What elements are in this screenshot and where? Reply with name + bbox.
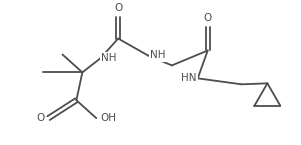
Text: O: O — [114, 3, 122, 13]
Text: OH: OH — [100, 113, 116, 123]
Text: NH: NH — [101, 54, 117, 64]
Text: HN: HN — [181, 73, 197, 83]
Text: O: O — [36, 113, 45, 123]
Text: O: O — [203, 13, 212, 23]
Text: NH: NH — [150, 50, 166, 60]
